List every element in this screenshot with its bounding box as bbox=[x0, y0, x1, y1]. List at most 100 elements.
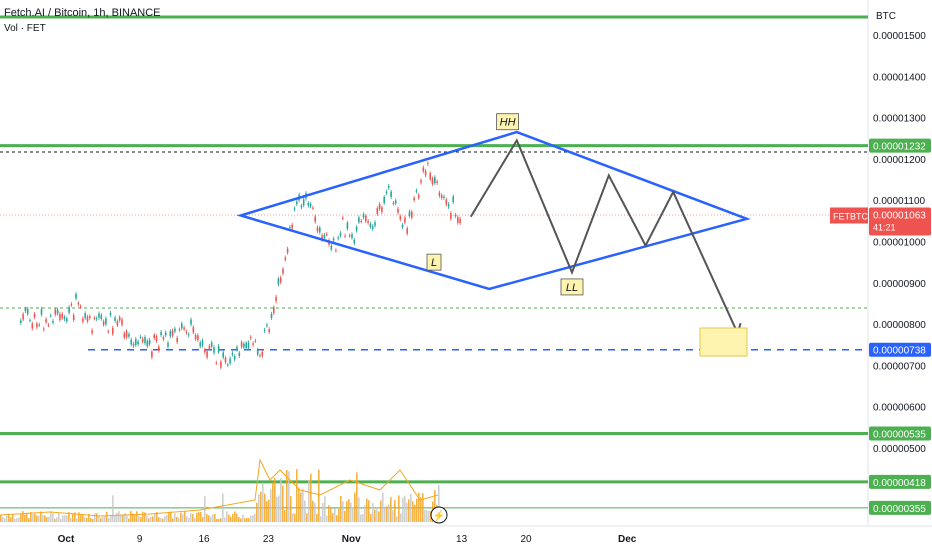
volume-bar bbox=[422, 493, 424, 522]
y-tick-label: 0.00000800 bbox=[873, 320, 926, 331]
volume-bar bbox=[390, 497, 392, 522]
volume-bar bbox=[66, 515, 68, 522]
candle-body bbox=[399, 216, 402, 220]
volume-bar bbox=[270, 489, 272, 522]
volume-bar bbox=[202, 517, 204, 522]
volume-bar bbox=[78, 512, 80, 522]
candle-body bbox=[24, 308, 27, 311]
level-label-bg-0.00000535 bbox=[869, 426, 931, 441]
candle-body bbox=[128, 334, 130, 337]
volume-bar bbox=[394, 500, 396, 522]
candle-body bbox=[454, 215, 457, 217]
y-tick-label: 0.00001300 bbox=[873, 114, 926, 125]
candle-body bbox=[95, 318, 98, 320]
candle-body bbox=[332, 238, 335, 241]
candle-body bbox=[144, 337, 146, 344]
volume-bar bbox=[312, 500, 314, 522]
volume-bar bbox=[412, 501, 414, 522]
candle-body bbox=[176, 337, 178, 343]
candle-body bbox=[105, 318, 107, 325]
candle-body bbox=[250, 337, 252, 339]
volume-bar bbox=[76, 518, 78, 522]
volume-bar bbox=[426, 510, 428, 522]
candle-body bbox=[146, 340, 149, 347]
volume-bar bbox=[190, 513, 192, 522]
volume-bar bbox=[322, 502, 324, 522]
volume-bar bbox=[220, 518, 222, 522]
volume-bar bbox=[174, 513, 176, 522]
candle-body bbox=[440, 195, 443, 198]
candle-body bbox=[33, 313, 36, 318]
candle-body bbox=[36, 323, 38, 328]
candle-body bbox=[98, 313, 100, 318]
volume-bar bbox=[386, 506, 388, 522]
volume-bar bbox=[308, 479, 310, 522]
volume-bar bbox=[152, 516, 154, 522]
y-tick-label: 0.00001200 bbox=[873, 155, 926, 166]
candle-body bbox=[374, 222, 376, 226]
candle-body bbox=[401, 224, 404, 228]
volume-bar bbox=[186, 516, 188, 522]
volume-bar bbox=[402, 497, 404, 522]
volume-bar bbox=[122, 514, 124, 522]
volume-bar bbox=[318, 469, 320, 522]
volume-bar bbox=[274, 478, 276, 522]
volume-bar bbox=[166, 515, 168, 522]
volume-bar bbox=[172, 518, 174, 522]
candle-body bbox=[256, 349, 259, 355]
candle-body bbox=[68, 307, 70, 313]
volume-bar bbox=[178, 517, 180, 522]
volume-bar bbox=[374, 509, 376, 522]
volume-bar bbox=[52, 513, 54, 522]
candle-body bbox=[443, 196, 445, 198]
candle-body bbox=[337, 237, 339, 239]
x-tick-label: Nov bbox=[342, 534, 361, 545]
candle-body bbox=[247, 342, 250, 348]
candle-body bbox=[213, 347, 215, 353]
level-label-bg-0.00000355 bbox=[869, 500, 931, 515]
candle-body bbox=[459, 218, 461, 224]
volume-bar bbox=[88, 514, 90, 522]
volume-bar bbox=[244, 518, 246, 522]
candle-body bbox=[330, 245, 333, 250]
volume-bar bbox=[352, 507, 354, 522]
candle-body bbox=[148, 339, 151, 345]
volume-bar bbox=[188, 518, 190, 522]
volume-bar bbox=[368, 500, 370, 522]
candle-body bbox=[321, 235, 323, 241]
candle-body bbox=[309, 203, 312, 207]
level-label-bg-0.00000738 bbox=[869, 342, 931, 357]
volume-bar bbox=[272, 482, 274, 522]
candle-body bbox=[158, 346, 160, 351]
y-tick-label: 0.00000500 bbox=[873, 444, 926, 455]
annotation-LL: LL bbox=[566, 282, 578, 294]
candle-body bbox=[141, 338, 144, 342]
currency-label: BTC bbox=[876, 11, 896, 22]
volume-bar bbox=[12, 514, 14, 522]
candle-body bbox=[388, 185, 390, 188]
candle-body bbox=[339, 233, 342, 236]
volume-bar bbox=[338, 508, 340, 522]
candle-body bbox=[307, 203, 310, 206]
volume-bar bbox=[48, 516, 50, 522]
volume-bar bbox=[428, 510, 430, 522]
y-tick-label: 0.00000700 bbox=[873, 361, 926, 372]
candle-body bbox=[238, 352, 241, 357]
volume-bar bbox=[102, 516, 104, 522]
candle-body bbox=[56, 309, 59, 314]
annotation-L: L bbox=[431, 257, 437, 269]
candle-body bbox=[415, 190, 418, 192]
volume-bar bbox=[82, 515, 84, 522]
candle-body bbox=[342, 217, 344, 219]
volume-bar bbox=[370, 514, 372, 522]
candle-body bbox=[121, 319, 123, 325]
volume-bar bbox=[372, 503, 374, 522]
price-series bbox=[20, 161, 461, 370]
volume-bar bbox=[362, 514, 364, 522]
candle-body bbox=[316, 227, 319, 232]
candle-body bbox=[155, 336, 158, 342]
candle-body bbox=[151, 351, 153, 358]
annotation-box-LL bbox=[560, 278, 584, 296]
